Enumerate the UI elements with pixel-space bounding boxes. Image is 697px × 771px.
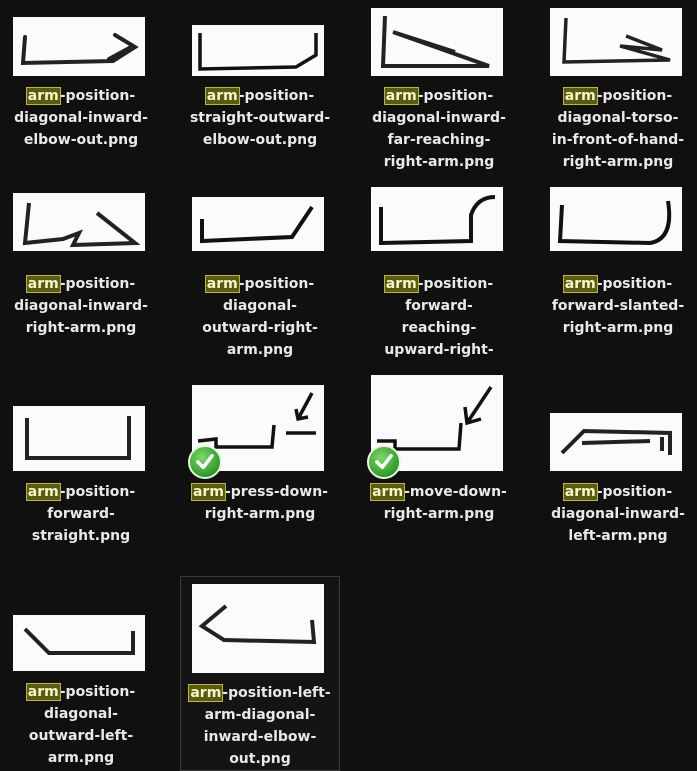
file-name: arm-position-forward-reaching-upward-rig… [383, 275, 494, 358]
thumbnail [13, 406, 145, 471]
sync-check-icon [188, 445, 222, 479]
sketch-arm-icon [198, 604, 317, 645]
thumbnail [192, 584, 324, 673]
sketch-arm-press-icon [197, 392, 316, 449]
file-name: arm-position-diagonal-inward-far-reachin… [372, 87, 506, 170]
file-tile[interactable]: arm-press-down-right-arm.png [180, 385, 340, 570]
file-tile[interactable]: arm-position-diagonal-inward-elbow-out.p… [1, 0, 161, 180]
file-tile[interactable]: arm-position-diagonal-inward-far-reachin… [359, 0, 519, 180]
thumbnail [192, 197, 324, 251]
thumbnail [13, 17, 145, 76]
file-name: arm-position-diagonal-torso-in-front-of-… [551, 87, 685, 170]
thumbnail [371, 187, 503, 251]
file-tile-selected[interactable]: arm-position-left-arm-diagonal-inward-el… [180, 576, 340, 771]
sync-check-icon [367, 445, 401, 479]
file-tile[interactable]: arm-position-forward-reaching-upward-rig… [359, 185, 519, 370]
sketch-arm-icon [560, 428, 672, 455]
file-tile[interactable]: arm-position-diagonal-torso-in-front-of-… [538, 0, 697, 180]
thumbnail [550, 413, 682, 471]
sketch-arm-icon [20, 33, 139, 66]
sketch-arm-icon [562, 17, 671, 64]
search-highlight: arm [25, 87, 61, 105]
thumbnail [13, 193, 145, 251]
file-name: arm-position-diagonal-outward-right-arm.… [202, 275, 318, 358]
thumbnail [550, 8, 682, 76]
file-tile[interactable]: arm-position-forward-straight.png [1, 385, 161, 570]
file-tile[interactable]: arm-move-down-right-arm.png [359, 375, 519, 570]
file-name: arm-position-straight-outward-elbow-out.… [189, 87, 331, 148]
file-name: arm-position-diagonal-inward-left-arm.pn… [551, 483, 685, 544]
thumbnail [13, 615, 145, 671]
file-tile[interactable]: arm-position-diagonal-outward-left-arm.p… [1, 585, 161, 771]
file-tile[interactable]: arm-position-diagonal-outward-right-arm.… [180, 185, 340, 370]
file-name: arm-position-diagonal-outward-left-arm.p… [25, 683, 136, 766]
sketch-arm-icon [379, 195, 496, 246]
file-name: arm-press-down-right-arm.png [190, 483, 328, 522]
sketch-arm-icon [22, 202, 141, 248]
sketch-arm-icon [25, 416, 131, 460]
sketch-arm-icon [200, 205, 314, 244]
file-tile[interactable]: arm-position-straight-outward-elbow-out.… [180, 0, 340, 180]
sketch-arm-icon [198, 33, 318, 71]
sketch-arm-icon [380, 15, 490, 68]
file-tile[interactable]: arm-position-diagonal-inward-left-arm.pn… [538, 385, 697, 570]
thumbnail [371, 8, 503, 76]
file-tile[interactable]: arm-position-forward-slanted-right-arm.p… [538, 185, 697, 370]
file-tile[interactable]: arm-position-diagonal-inward-right-arm.p… [1, 185, 161, 370]
thumbnail [550, 187, 682, 251]
file-name: arm-position-diagonal-inward-elbow-out.p… [14, 87, 148, 148]
sketch-arm-icon [23, 627, 135, 655]
file-name: arm-position-forward-slanted-right-arm.p… [551, 275, 685, 336]
file-name: arm-position-diagonal-inward-right-arm.p… [14, 275, 148, 336]
file-name: arm-position-left-arm-diagonal-inward-el… [188, 684, 331, 767]
sketch-arm-icon [557, 200, 672, 246]
file-name: arm-position-forward-straight.png [25, 483, 136, 544]
thumbnail [192, 25, 324, 76]
file-name: arm-move-down-right-arm.png [370, 483, 507, 522]
